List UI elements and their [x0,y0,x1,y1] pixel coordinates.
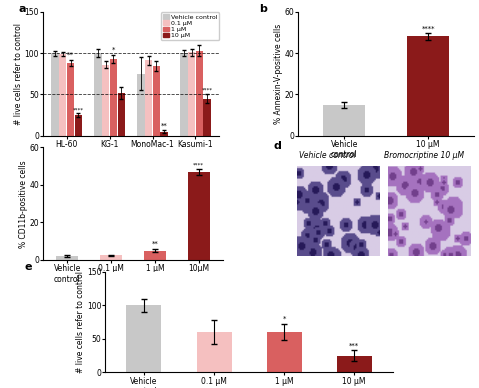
Bar [100,255,122,260]
Bar [145,61,152,136]
Y-axis label: % Annexin-V-positive cells: % Annexin-V-positive cells [274,24,283,124]
Bar [110,59,117,136]
Bar [126,305,161,372]
Bar [56,256,78,260]
Bar [407,36,449,136]
Text: d: d [273,141,281,151]
Bar [94,53,102,136]
Bar [67,63,74,136]
Bar [75,115,82,136]
Bar [337,356,372,372]
Bar [188,172,210,260]
Text: a: a [19,4,26,14]
Bar [267,332,302,372]
Bar [188,52,195,136]
Text: ***: *** [349,343,359,349]
Bar [153,66,160,136]
Bar [180,53,187,136]
Text: **: ** [151,241,158,247]
Y-axis label: # live cells refer to control: # live cells refer to control [76,271,85,373]
Legend: Vehicle control, 0.1 μM, 1 μM, 10 μM: Vehicle control, 0.1 μM, 1 μM, 10 μM [161,12,219,40]
Bar [204,99,211,136]
Bar [144,251,166,260]
Text: Bromocriptine 10 μM: Bromocriptine 10 μM [384,151,464,160]
Bar [323,105,365,136]
Bar [160,132,168,136]
Text: b: b [260,4,267,14]
Text: **: ** [161,123,168,129]
Text: ****: **** [73,107,84,113]
Text: ****: **** [202,88,213,93]
Bar [196,332,231,372]
Bar [196,50,203,136]
Text: *: * [283,316,286,322]
Text: ****: **** [422,25,435,31]
Bar [51,53,59,136]
Y-axis label: # live cells refer to control: # live cells refer to control [14,23,23,125]
Text: **: ** [67,52,74,58]
Bar [117,93,125,136]
Bar [137,74,145,136]
Text: ****: **** [193,162,204,167]
Y-axis label: % CD11b-positive cells: % CD11b-positive cells [19,160,28,248]
Bar [102,65,109,136]
Text: *: * [112,47,115,53]
Text: e: e [25,262,33,272]
Bar [59,54,67,136]
Text: Vehicle control: Vehicle control [298,151,355,160]
